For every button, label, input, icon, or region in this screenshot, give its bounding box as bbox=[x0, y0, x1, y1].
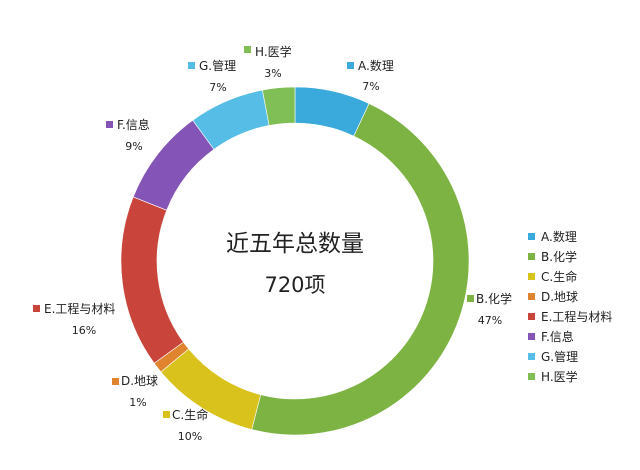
slice-5 bbox=[120, 196, 184, 364]
slice-percent-label: 9% bbox=[125, 140, 142, 153]
legend-label: G.管理 bbox=[541, 349, 579, 364]
slice-2 bbox=[251, 103, 470, 436]
slice-label-marker bbox=[347, 62, 354, 69]
legend-swatch bbox=[528, 252, 535, 260]
legend-label: B.化学 bbox=[541, 249, 578, 264]
legend-label: D.地球 bbox=[541, 289, 579, 304]
slice-label-marker bbox=[112, 378, 119, 385]
legend-label: F.信息 bbox=[541, 329, 574, 344]
legend: A.数理 B.化学 C.生命 D.地球 E.工程与材料 F.信息 G.管理 H.医学 bbox=[528, 226, 612, 386]
legend-swatch bbox=[528, 332, 535, 340]
center-value: 720项 bbox=[264, 273, 325, 297]
slice-percent-label: 1% bbox=[129, 396, 146, 409]
slice-label: C.生命 bbox=[172, 407, 208, 422]
legend-swatch bbox=[528, 272, 535, 280]
legend-swatch bbox=[528, 372, 535, 380]
slice-label: F.信息 bbox=[117, 117, 150, 132]
slice-label: E.工程与材料 bbox=[44, 301, 115, 316]
legend-label: C.生命 bbox=[541, 269, 578, 284]
slice-percent-label: 10% bbox=[178, 430, 202, 443]
slice-percent-label: 7% bbox=[209, 81, 226, 94]
slice-label-marker bbox=[467, 295, 474, 302]
slice-label: D.地球 bbox=[121, 374, 158, 388]
slice-percent-label: 3% bbox=[264, 67, 281, 80]
slice-labels: A.数理 7% B.化学 47% C.生命 10% D.地球 1% E.工程与材料 16% F.信息… bbox=[33, 44, 512, 443]
legend-item: E.工程与材料 bbox=[528, 306, 612, 326]
slice-label: H.医学 bbox=[255, 44, 292, 59]
slice-8 bbox=[262, 86, 296, 126]
slice-label-marker bbox=[106, 121, 113, 128]
slice-label: B.化学 bbox=[476, 291, 512, 306]
slice-percent-label: 7% bbox=[362, 80, 379, 93]
slice-percent-label: 16% bbox=[72, 324, 96, 337]
legend-swatch bbox=[528, 292, 535, 300]
slice-label-marker bbox=[188, 62, 195, 69]
legend-swatch bbox=[528, 352, 535, 360]
slice-6 bbox=[132, 119, 215, 211]
legend-swatch bbox=[528, 232, 535, 240]
legend-item: D.地球 bbox=[528, 286, 612, 306]
slice-label-marker bbox=[244, 46, 251, 53]
legend-item: H.医学 bbox=[528, 366, 612, 386]
donut-slices bbox=[120, 86, 470, 436]
slice-label: A.数理 bbox=[358, 58, 394, 73]
slice-percent-label: 47% bbox=[478, 314, 502, 327]
legend-item: C.生命 bbox=[528, 266, 612, 286]
legend-item: B.化学 bbox=[528, 246, 612, 266]
slice-label-marker bbox=[33, 305, 40, 312]
center-title: 近五年总数量 bbox=[226, 231, 364, 257]
legend-item: F.信息 bbox=[528, 326, 612, 346]
legend-label: E.工程与材料 bbox=[541, 309, 613, 324]
legend-label: H.医学 bbox=[541, 369, 578, 384]
legend-label: A.数理 bbox=[541, 229, 577, 244]
legend-item: G.管理 bbox=[528, 346, 612, 366]
legend-swatch bbox=[528, 312, 535, 320]
legend-item: A.数理 bbox=[528, 226, 612, 246]
slice-label-marker bbox=[163, 411, 170, 418]
slice-label: G.管理 bbox=[199, 58, 236, 73]
